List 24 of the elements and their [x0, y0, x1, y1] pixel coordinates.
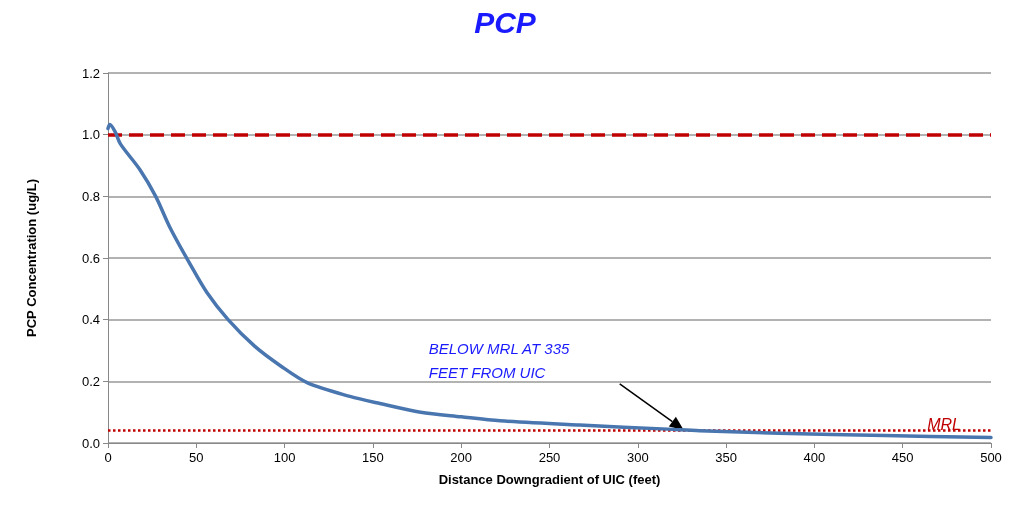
ref-line-label: MRL [927, 416, 961, 434]
chart-title: PCP [474, 5, 537, 39]
y-tick-label: 1.2 [81, 65, 100, 81]
x-tick-label: 400 [803, 450, 826, 465]
x-axis-title: Distance Downgradient of UIC (feet) [438, 472, 661, 487]
x-tick-label: 200 [450, 450, 473, 465]
y-tick-label: 0.4 [81, 312, 100, 328]
y-tick-label: 0.8 [81, 188, 100, 204]
x-tick-label: 350 [715, 450, 737, 465]
y-tick-label: 1.0 [81, 127, 100, 143]
y-tick-label: 0.6 [81, 250, 100, 266]
y-tick-label: 0.2 [81, 373, 100, 389]
x-tick-label: 500 [980, 450, 1002, 465]
line-series [106, 122, 993, 440]
y-tick-label: 0.0 [81, 435, 100, 451]
x-tick-label: 300 [626, 450, 649, 465]
x-tick-label: 250 [538, 450, 561, 465]
y-axis-title: PCP Concentration (ug/L) [24, 179, 39, 337]
annotation: BELOW MRL AT 335 FEET FROM UIC [428, 340, 570, 382]
x-tick-label: 150 [362, 450, 384, 465]
x-tick-label: 100 [273, 450, 296, 465]
x-tick-label: 0 [104, 450, 112, 465]
x-tick-label: 50 [189, 450, 204, 465]
x-tick-label: 450 [891, 450, 914, 465]
